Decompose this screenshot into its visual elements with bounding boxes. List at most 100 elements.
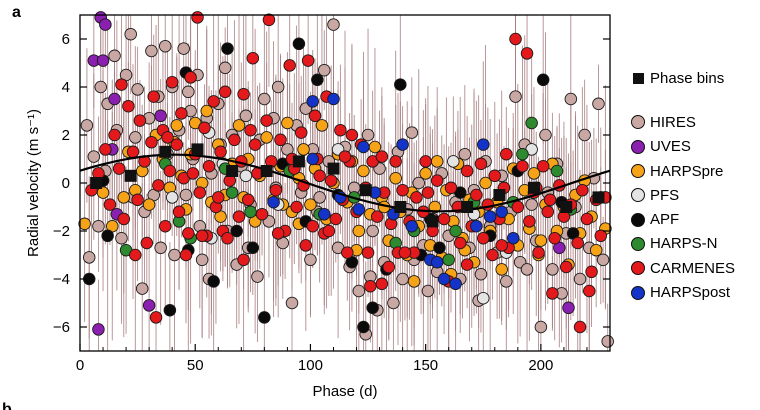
point-apf [163,303,177,317]
point-carmenes [246,51,260,65]
point-apf [246,241,260,255]
point-carmenes [306,219,319,233]
point-hires [412,176,425,190]
point-harps-n [244,205,257,219]
point-carmenes [573,320,587,334]
point-apf [433,241,446,255]
point-pfs [165,191,179,204]
legend-item-harpspre: HARPSpre [630,159,735,183]
point-carmenes [329,212,343,226]
point-carmenes [262,13,276,27]
next-panel-label: b [2,401,12,410]
y-tick-label: 4 [62,79,70,96]
point-hires [327,18,340,31]
x-tick-label: 150 [413,357,438,374]
point-carmenes [294,126,308,139]
point-harpspre [117,191,131,204]
point-hires [421,284,435,298]
point-hires [500,275,513,288]
point-carmenes [437,212,451,226]
point-apf [366,301,379,315]
point-carmenes [103,198,117,211]
point-carmenes [516,159,529,173]
phase-bin-marker [426,215,439,228]
point-harps-n [225,186,239,199]
point-hires [92,219,105,233]
legend: Phase bins HIRES UVES HARPSpre PFS APF HARPS-… [630,66,735,305]
point-hires [313,191,326,204]
point-carmenes [520,47,534,60]
point-carmenes [159,219,172,233]
phase-bin-markers [90,143,605,228]
point-harpspre [78,217,91,231]
point-uves [154,109,167,123]
y-tick-label: 0 [62,175,70,192]
point-carmenes [202,159,216,173]
point-pfs [477,291,490,305]
point-harpspre [389,171,402,185]
point-carmenes [334,123,347,137]
point-harpspre [260,131,273,144]
point-harpspre [297,143,310,156]
point-carmenes [241,193,255,207]
point-carmenes [444,181,458,195]
legend-label: HIRES [650,113,696,131]
y-tick-label: −2 [53,223,70,240]
point-hires [474,267,488,281]
point-carmenes [541,205,555,219]
point-hires [361,128,375,142]
y-tick-label: 6 [62,31,70,48]
point-harpspre [142,198,156,211]
point-carmenes [299,239,313,252]
point-hires [145,44,158,58]
point-carmenes [218,85,232,99]
point-carmenes [361,246,375,259]
legend-label: HARPSpost [650,284,731,302]
point-uves [99,18,112,31]
point-hires [135,282,149,295]
point-carmenes [477,231,490,245]
point-harps-n [525,116,538,130]
point-carmenes [322,224,336,238]
point-hires [239,109,253,123]
point-carmenes [163,164,177,178]
point-carmenes [495,239,508,252]
point-harpspost [477,138,490,151]
point-carmenes [375,150,389,163]
point-apf [311,73,324,87]
point-apf [394,78,407,91]
legend-symbol [630,188,646,203]
point-hires [601,335,614,348]
point-carmenes [486,248,499,262]
point-carmenes [186,167,200,180]
point-carmenes [191,11,204,24]
point-carmenes [585,265,598,279]
point-carmenes [410,191,423,204]
legend-item-pfs: PFS [630,183,735,207]
circle-marker-icon [631,261,645,276]
legend-item-apf: APF [630,207,735,231]
point-hires [177,42,190,55]
point-hires [131,83,144,96]
point-carmenes [364,279,377,293]
point-hires [573,272,587,286]
point-carmenes [576,183,589,197]
legend-item-harps-n: HARPS-N [630,232,735,256]
phase-bin-marker [90,177,103,189]
point-carmenes [248,138,262,151]
point-carmenes [172,205,186,219]
point-carmenes [523,215,536,228]
point-hires [525,198,538,211]
point-carmenes [375,277,389,291]
point-hires [218,61,232,75]
point-carmenes [453,236,467,250]
point-harpspost [396,138,409,151]
point-harpspre [495,263,508,276]
x-tick-label: 200 [528,357,553,374]
point-carmenes [580,212,594,226]
point-carmenes [221,231,234,245]
point-carmenes [244,123,257,137]
point-harpspre [430,155,444,168]
point-carmenes [131,193,144,207]
point-apf [536,73,550,87]
